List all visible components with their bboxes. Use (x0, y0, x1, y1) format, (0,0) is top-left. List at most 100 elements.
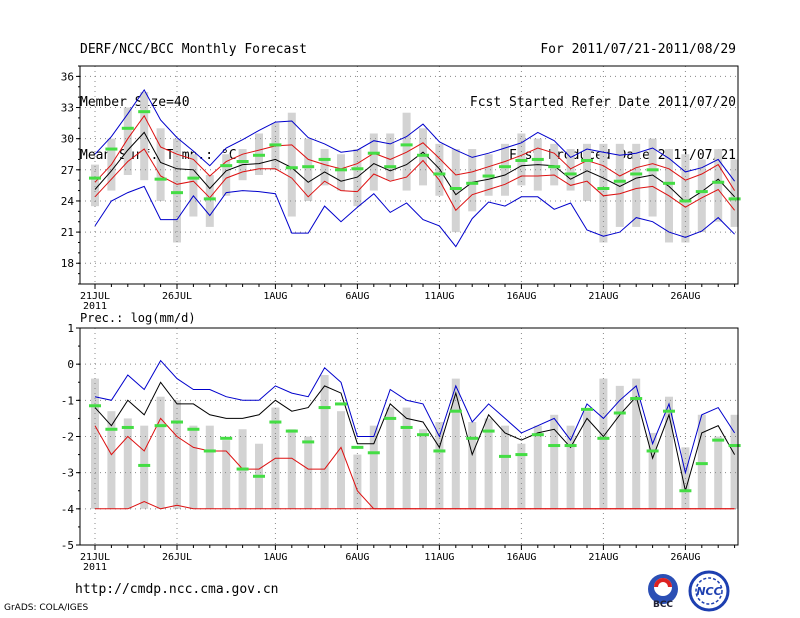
observed-marker (335, 402, 347, 406)
range-bar (615, 385, 624, 509)
panel-precipitation: -5 -4 -3 -2 -1 0 1 21JUL 26JUL 1AUG 6AUG 11AUG 16AUG… (61, 311, 741, 573)
range-bar (583, 411, 591, 509)
series-ensemble-max (94, 88, 735, 182)
observed-marker (695, 462, 708, 466)
range-bar (533, 425, 542, 509)
observed-marker (138, 463, 151, 467)
y-tick-label: -3 (61, 467, 74, 480)
range-bar (730, 414, 739, 509)
ncc-logo: NCC (688, 570, 730, 612)
x-year-label: 2011 (83, 301, 107, 312)
observed-marker (597, 186, 610, 190)
observed-marker (351, 167, 364, 171)
observed-marker (515, 453, 528, 457)
x-tick-label: 26JUL (162, 291, 192, 302)
x-year-label: 2011 (83, 562, 107, 573)
range-bar (189, 154, 198, 217)
observed-marker (531, 433, 544, 437)
y-tick-label: 36 (61, 70, 74, 83)
series-lower-spread (94, 148, 735, 212)
range-bar (435, 143, 444, 196)
observed-marker (318, 406, 331, 410)
x-tick-label: 11AUG (424, 291, 454, 302)
observed-marker (417, 433, 429, 437)
y-tick-label: 24 (61, 195, 75, 208)
observed-marker (367, 451, 380, 455)
range-bar (714, 149, 723, 222)
observed-marker (449, 186, 462, 190)
range-bar (222, 154, 231, 196)
observed-marker (630, 397, 643, 401)
range-bar (337, 154, 345, 191)
range-bar (419, 128, 427, 186)
x-tick-label: 16AUG (506, 552, 536, 563)
ncc-logo-text: NCC (696, 585, 721, 598)
observed-marker (187, 427, 200, 431)
x-tick-label: 1AUG (263, 291, 287, 302)
observed-marker (712, 180, 725, 184)
series-ensemble-min (95, 501, 735, 510)
y-tick-label: -1 (61, 394, 74, 407)
x-tick-label: 26AUG (670, 291, 700, 302)
observed-marker (171, 420, 183, 424)
range-bar (91, 164, 99, 207)
observed-marker (663, 181, 675, 185)
observed-marker (384, 165, 397, 169)
bcc-logo-text: BCC (653, 600, 673, 610)
range-bar (501, 425, 509, 509)
observed-marker (138, 110, 151, 114)
observed-marker (712, 438, 725, 442)
observed-marker (663, 409, 675, 413)
plot-frame (79, 65, 739, 285)
observed-marker (449, 409, 462, 413)
range-bar (451, 149, 460, 233)
observed-marker (171, 191, 183, 195)
observed-marker (335, 168, 347, 172)
y-tick-label: 27 (61, 164, 74, 177)
range-bar (123, 418, 132, 509)
range-bar (156, 396, 165, 509)
range-bar (287, 429, 296, 509)
x-tick-label: 21AUG (588, 291, 618, 302)
series-upper-spread (94, 114, 736, 191)
observed-marker (269, 420, 282, 424)
observed-marker (548, 165, 561, 169)
range-bar (550, 414, 559, 509)
observed-marker (564, 444, 577, 448)
observed-marker (417, 153, 429, 157)
observed-marker (154, 424, 167, 428)
observed-marker (302, 165, 315, 169)
observed-marker (400, 143, 413, 147)
x-tick-label: 26JUL (162, 552, 192, 563)
y-tick-label: -2 (61, 431, 74, 444)
range-bar (714, 436, 723, 509)
range-bar (665, 396, 673, 509)
range-bar (189, 425, 198, 509)
range-bar (599, 143, 608, 243)
website-url[interactable]: http://cmdp.ncc.cma.gov.cn (75, 582, 279, 597)
observed-marker (285, 429, 298, 433)
y-tick-label: 18 (61, 257, 74, 270)
forecast-period: For 2011/07/21-2011/08/29 (540, 42, 736, 57)
x-tick-label: 1AUG (263, 552, 287, 563)
observed-marker (220, 436, 233, 440)
observed-marker (515, 158, 528, 162)
y-tick-label: -4 (61, 503, 75, 516)
observed-marker (318, 157, 331, 161)
range-bar (550, 143, 559, 186)
observed-marker (384, 416, 397, 420)
range-bar (287, 112, 296, 217)
observed-marker (679, 489, 692, 493)
observed-marker (253, 474, 265, 478)
forecast-title: DERF/NCC/BCC Monthly Forecast (80, 42, 307, 57)
range-bar (566, 425, 575, 509)
range-bar (304, 436, 313, 509)
observed-marker (728, 444, 741, 448)
x-tick-label: 6AUG (345, 552, 369, 563)
observed-marker (89, 404, 101, 408)
range-bar (320, 149, 329, 186)
observed-marker (630, 172, 643, 176)
series-ensemble-min (94, 185, 735, 248)
range-bar (615, 143, 624, 227)
range-bar (123, 107, 132, 175)
